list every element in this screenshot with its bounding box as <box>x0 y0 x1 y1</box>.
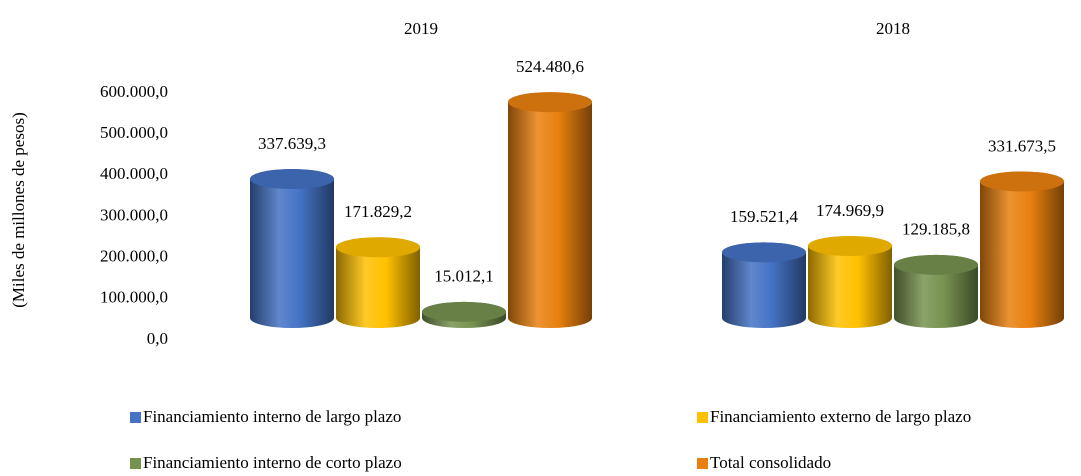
bar-top <box>508 92 592 113</box>
bar-top <box>422 301 506 322</box>
bar-top <box>808 235 892 256</box>
legend-swatch <box>697 458 708 469</box>
legend-swatch <box>697 412 708 423</box>
bar <box>980 171 1064 328</box>
legend-label: Financiamiento interno de largo plazo <box>143 407 401 426</box>
legend-label: Financiamiento externo de largo plazo <box>710 407 971 426</box>
legend-label: Financiamiento interno de corto plazo <box>143 453 402 472</box>
y-tick-label: 600.000,0 <box>100 82 168 101</box>
bar-top <box>894 254 978 275</box>
legend-swatch <box>130 458 141 469</box>
y-tick-label: 0,0 <box>147 329 168 348</box>
legend-label: Total consolidado <box>710 453 831 472</box>
y-axis-label: (Miles de millones de pesos) <box>9 112 28 307</box>
value-label: 524.480,6 <box>516 57 584 76</box>
value-label: 174.969,9 <box>816 201 884 220</box>
y-tick-label: 300.000,0 <box>100 205 168 224</box>
y-tick-label: 200.000,0 <box>100 247 168 266</box>
value-label: 159.521,4 <box>730 207 799 226</box>
bar <box>250 169 334 328</box>
value-label: 129.185,8 <box>902 220 970 239</box>
value-label: 337.639,3 <box>258 134 326 153</box>
value-label: 15.012,1 <box>434 267 494 286</box>
bar-top <box>250 169 334 190</box>
category-label: 2019 <box>404 19 438 38</box>
bar-top <box>980 171 1064 192</box>
bar-top <box>336 237 420 258</box>
legend-swatch <box>130 412 141 423</box>
value-label: 171.829,2 <box>344 202 412 221</box>
bar-top <box>722 242 806 263</box>
bar <box>336 237 420 328</box>
value-label: 331.673,5 <box>988 136 1056 155</box>
bar <box>508 92 592 328</box>
y-tick-label: 100.000,0 <box>100 288 168 307</box>
y-tick-label: 500.000,0 <box>100 123 168 142</box>
bar <box>808 235 892 328</box>
category-label: 2018 <box>876 19 910 38</box>
bar <box>722 242 806 328</box>
y-tick-label: 400.000,0 <box>100 164 168 183</box>
